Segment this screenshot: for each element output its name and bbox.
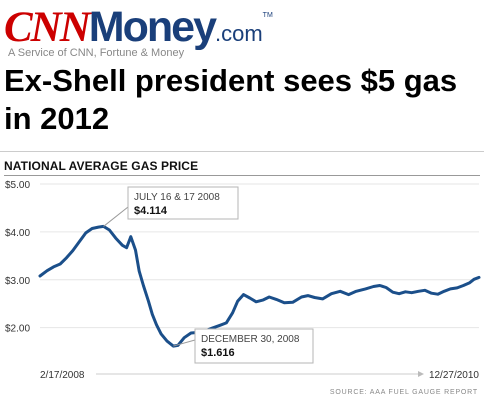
y-axis-ticks: $5.00 $4.00 $3.00 $2.00 [5, 180, 30, 335]
annotation-date: DECEMBER 30, 2008 [201, 334, 300, 345]
y-tick-label: $4.00 [5, 228, 30, 239]
annotation-box [127, 186, 239, 220]
annotation-value: $1.616 [201, 347, 235, 359]
annotation-date: JULY 16 & 17 2008 [134, 192, 220, 203]
cnnmoney-logo[interactable]: CNNMoney.com TM [4, 4, 273, 57]
annotations-layer: JULY 16 & 17 2008 $4.114 DECEMBER 30, 2008… [103, 186, 314, 364]
y-tick-label: $2.00 [5, 324, 30, 335]
series-line-layer [38, 224, 481, 348]
x-tick-label-start: 2/17/2008 [40, 370, 85, 381]
headline: Ex-Shell president sees $5 gas in 2012 [4, 63, 458, 136]
y-tick-label: $3.00 [5, 276, 30, 287]
annotation-leader [173, 339, 196, 347]
logo-tm: TM [262, 12, 273, 19]
annotation-box [194, 328, 314, 364]
x-axis-arrow [418, 371, 424, 377]
annotation-value: $4.114 [134, 205, 168, 217]
chart-title: NATIONAL AVERAGE GAS PRICE [4, 159, 199, 173]
series-line [38, 224, 481, 348]
tagline: A Service of CNN, Fortune & Money [8, 47, 185, 59]
chart-grid [40, 183, 479, 329]
logo-cnn: CNN [4, 4, 91, 51]
source-note: SOURCE: AAA FUEL GAUGE REPORT [330, 389, 478, 396]
chart-top-divider [0, 151, 484, 152]
masthead: CNNMoney.com TM A Service of CNN, Fortune… [4, 4, 480, 60]
annotation-leader [103, 206, 129, 227]
x-axis: 2/17/2008 12/27/2010 [40, 370, 479, 381]
logo-money: Money [88, 3, 217, 51]
gas-price-chart: $5.00 $4.00 $3.00 $2.00 JULY 16 & 17 2008 $4… [5, 180, 481, 396]
logo-com: .com [214, 21, 263, 46]
chart-title-divider [4, 175, 480, 176]
x-tick-label-end: 12/27/2010 [429, 370, 479, 381]
y-tick-label: $5.00 [5, 180, 30, 191]
